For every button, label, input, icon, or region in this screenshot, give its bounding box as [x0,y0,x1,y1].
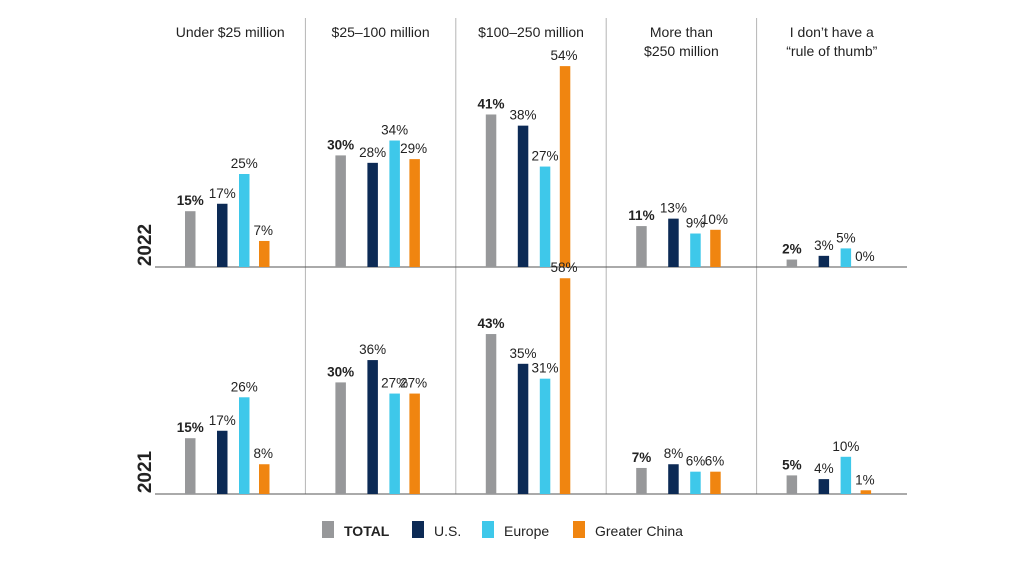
bar [335,382,346,494]
data-label: 27% [381,376,408,391]
category-label: $25–100 million [332,24,430,40]
category-label: I don’t have a [790,24,874,40]
bar [539,166,551,267]
bar [517,363,529,494]
bar [539,378,551,494]
bar [710,471,721,494]
data-label: 34% [381,123,408,138]
data-label: 30% [327,137,354,152]
data-label: 0% [855,249,875,264]
legend-label: Europe [504,523,549,539]
data-label: 25% [231,156,258,171]
data-label: 26% [231,379,258,394]
data-label: 27% [400,376,427,391]
data-label: 7% [253,223,273,238]
bar [668,218,679,267]
bar [636,226,647,267]
data-label: 10% [832,439,859,454]
data-label: 58% [551,260,578,275]
data-label: 29% [400,141,427,156]
year-label: 2022 [135,224,156,266]
bar [335,155,346,267]
bar [367,360,378,494]
bar [239,397,250,494]
data-label: 17% [209,186,236,201]
data-label: 27% [532,149,559,164]
legend-swatch [573,521,585,538]
data-label: 13% [660,201,687,216]
data-label: 30% [327,364,354,379]
bar [409,393,420,494]
bar [840,248,852,267]
data-label: 8% [664,446,684,461]
bar [559,278,571,494]
data-label: 6% [705,454,725,469]
data-label: 8% [253,446,273,461]
data-label: 36% [359,342,386,357]
legend-label: Greater China [595,523,683,539]
data-label: 11% [628,208,654,223]
bar [636,467,647,494]
bar [217,203,228,267]
legend-label: TOTAL [344,523,390,539]
data-label: 38% [510,108,537,123]
bar [389,140,400,267]
data-label: 10% [701,212,728,227]
data-label: 7% [632,450,652,465]
data-label: 31% [532,361,559,376]
category-label: $250 million [644,43,719,59]
bar [860,490,872,494]
data-label: 4% [814,461,834,476]
data-label: 17% [209,413,236,428]
legend-label: U.S. [434,523,461,539]
bar [217,430,228,494]
bar [840,456,852,494]
data-label: 9% [686,216,706,231]
bar [185,438,196,494]
bar [389,393,400,494]
bar [485,114,497,267]
bar [409,159,420,267]
bar [559,66,571,268]
bar [690,471,701,494]
bar [485,334,497,494]
category-label: “rule of thumb” [786,43,877,59]
data-label: 35% [510,346,537,361]
category-label: $100–250 million [478,24,584,40]
bar [710,229,721,267]
bar [668,464,679,494]
data-label: 28% [359,145,386,160]
category-label: More than [650,24,713,40]
bar [517,125,529,267]
category-label: Under $25 million [176,24,285,40]
bar [786,259,798,267]
bar [259,464,270,494]
legend-swatch [322,521,334,538]
data-label: 2% [782,242,802,257]
legend-swatch [412,521,424,538]
data-label: 3% [814,238,834,253]
bar [818,255,830,267]
bar [786,475,798,494]
bar [367,162,378,267]
data-label: 5% [836,230,856,245]
data-label: 5% [782,457,802,472]
year-label: 2021 [135,450,156,493]
data-label: 43% [478,316,505,331]
bar [818,479,830,494]
bar [239,174,250,267]
data-label: 6% [686,454,706,469]
bar [185,211,196,267]
data-label: 54% [551,48,578,63]
data-label: 41% [478,96,505,111]
bar [690,233,701,267]
data-label: 15% [177,420,204,435]
legend-swatch [482,521,494,538]
data-label: 15% [177,193,204,208]
data-label: 1% [855,472,875,487]
bar [259,240,270,267]
